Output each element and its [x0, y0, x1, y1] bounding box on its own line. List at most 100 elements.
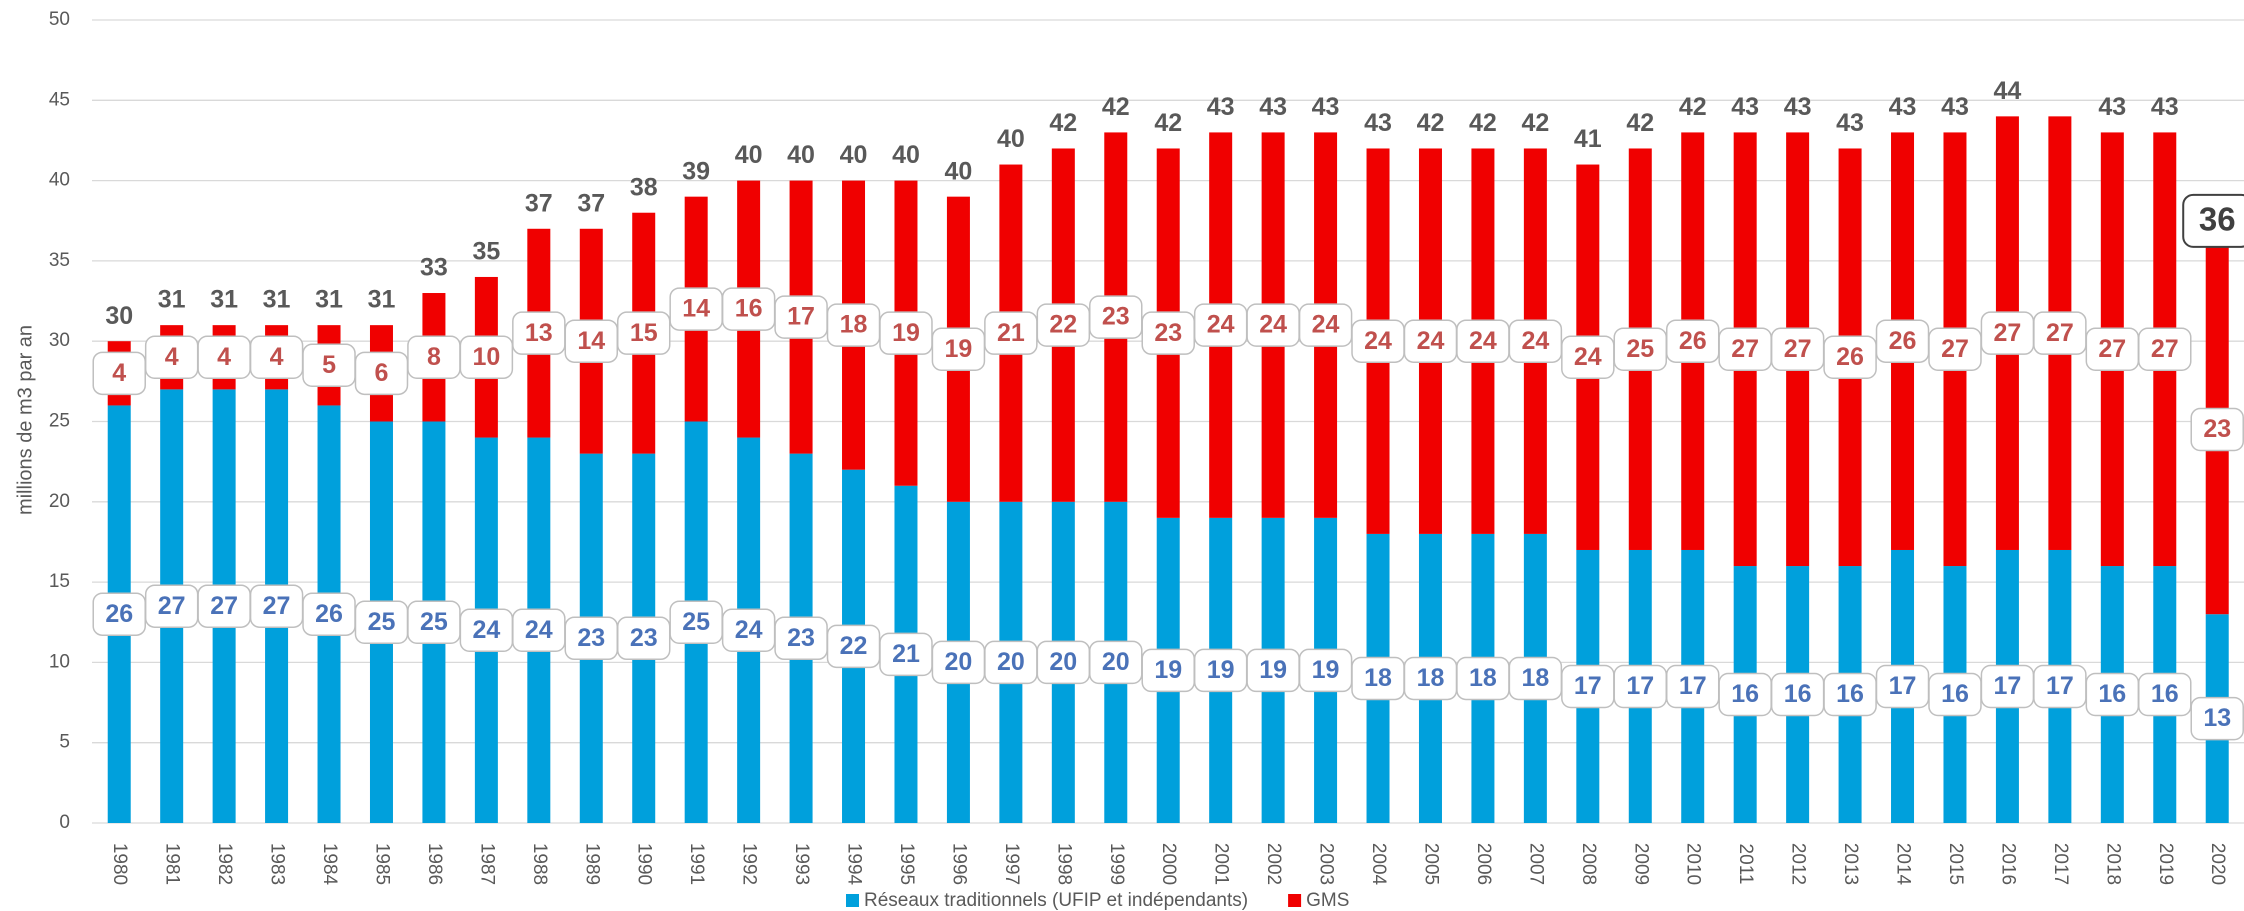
data-label-box — [354, 351, 409, 396]
data-label: 22 — [1049, 311, 1077, 339]
data-label-box — [2138, 327, 2192, 371]
y-tick-label: 20 — [49, 491, 70, 512]
data-label: 24 — [1364, 327, 1392, 355]
data-label-box — [92, 351, 146, 396]
total-label: 37 — [577, 189, 605, 217]
total-label: 40 — [945, 157, 973, 185]
x-tick-label: 2020 — [2207, 843, 2228, 885]
total-label: 43 — [1889, 93, 1917, 121]
x-tick-label: 1983 — [267, 843, 288, 885]
x-tick-label: 2016 — [1997, 843, 2018, 885]
data-label: 23 — [1154, 319, 1182, 347]
data-label: 19 — [1154, 656, 1182, 684]
data-label: 27 — [263, 592, 291, 620]
data-label: 27 — [1941, 335, 1969, 363]
data-label-box — [1508, 319, 1563, 363]
data-label-box — [2033, 311, 2087, 355]
total-label: 38 — [630, 173, 658, 201]
x-tick-label: 1980 — [109, 843, 130, 885]
data-label: 20 — [1049, 648, 1077, 676]
x-tick-label: 1988 — [529, 843, 550, 885]
data-label: 17 — [1679, 672, 1707, 700]
data-label: 25 — [1626, 335, 1654, 363]
data-label: 17 — [1889, 672, 1917, 700]
total-label: 43 — [1731, 93, 1759, 121]
y-tick-label: 40 — [49, 170, 70, 191]
data-label-box — [2190, 696, 2244, 741]
total-label: 30 — [105, 302, 133, 330]
data-label: 23 — [630, 624, 658, 652]
x-tick-label: 2000 — [1158, 843, 1179, 885]
data-label: 20 — [945, 648, 973, 676]
total-label: 43 — [2151, 93, 2179, 121]
data-label: 17 — [787, 303, 815, 331]
total-label: 43 — [1207, 93, 1235, 121]
data-label-box — [879, 311, 933, 355]
total-label: 31 — [263, 286, 291, 314]
data-label: 26 — [1836, 343, 1864, 371]
y-tick-label: 50 — [49, 9, 70, 30]
data-label: 22 — [840, 632, 868, 660]
x-tick-label: 2017 — [2050, 843, 2071, 885]
x-tick-label: 2018 — [2102, 843, 2123, 885]
data-label: 24 — [1312, 311, 1340, 339]
x-tick-label: 1995 — [896, 843, 917, 885]
data-label: 19 — [1259, 656, 1287, 684]
total-label: 37 — [525, 189, 553, 217]
data-label: 25 — [368, 608, 396, 636]
x-tick-label: 2003 — [1316, 843, 1337, 885]
total-label: 42 — [1417, 109, 1445, 137]
y-tick-label: 30 — [49, 330, 70, 351]
x-tick-label: 2011 — [1735, 844, 1756, 885]
total-label: 40 — [735, 141, 763, 169]
data-label: 8 — [427, 343, 441, 371]
total-label: 43 — [1312, 93, 1340, 121]
total-label: 31 — [210, 286, 238, 314]
total-label: 42 — [1521, 109, 1549, 137]
x-tick-label: 1984 — [319, 843, 340, 886]
x-tick-label: 1994 — [844, 843, 865, 886]
data-label: 26 — [1679, 327, 1707, 355]
data-label-box — [1298, 303, 1353, 347]
data-label: 18 — [1469, 664, 1497, 692]
total-label: 43 — [1364, 109, 1392, 137]
legend-swatch — [1288, 894, 1302, 907]
data-label-box — [459, 335, 514, 380]
data-label: 17 — [1626, 672, 1654, 700]
y-tick-label: 15 — [49, 571, 70, 592]
data-label: 14 — [577, 327, 605, 355]
x-tick-label: 1990 — [634, 843, 655, 885]
x-tick-label: 1993 — [791, 843, 812, 885]
y-tick-label: 5 — [59, 732, 70, 753]
data-label: 15 — [630, 319, 658, 347]
x-tick-label: 2006 — [1473, 843, 1494, 885]
y-axis-label: millions de m3 par an — [14, 325, 36, 515]
data-label: 23 — [2203, 415, 2231, 443]
data-label: 27 — [1784, 335, 1812, 363]
data-label: 27 — [1731, 335, 1759, 363]
data-label: 25 — [420, 608, 448, 636]
x-tick-label: 1981 — [162, 843, 183, 885]
total-label: 42 — [1626, 109, 1654, 137]
x-tick-label: 2008 — [1578, 843, 1599, 885]
total-label: 43 — [1259, 93, 1287, 121]
data-label: 17 — [1994, 672, 2022, 700]
total-label: 41 — [1574, 125, 1602, 153]
total-label: 42 — [1049, 109, 1077, 137]
x-tick-label: 1991 — [686, 843, 707, 885]
data-label: 18 — [840, 311, 868, 339]
y-tick-label: 10 — [49, 651, 70, 672]
x-tick-label: 1989 — [581, 843, 602, 885]
data-label: 16 — [2098, 680, 2126, 708]
x-tick-label: 1996 — [948, 843, 969, 885]
total-label: 43 — [1836, 109, 1864, 137]
total-label: 44 — [1994, 77, 2022, 105]
data-label: 5 — [322, 351, 336, 379]
total-label: 31 — [368, 286, 396, 314]
x-tick-label: 2001 — [1211, 843, 1232, 885]
total-label: 43 — [1941, 93, 1969, 121]
data-label: 17 — [2046, 672, 2074, 700]
x-tick-label: 2013 — [1840, 843, 1861, 885]
y-tick-label: 35 — [49, 250, 70, 271]
